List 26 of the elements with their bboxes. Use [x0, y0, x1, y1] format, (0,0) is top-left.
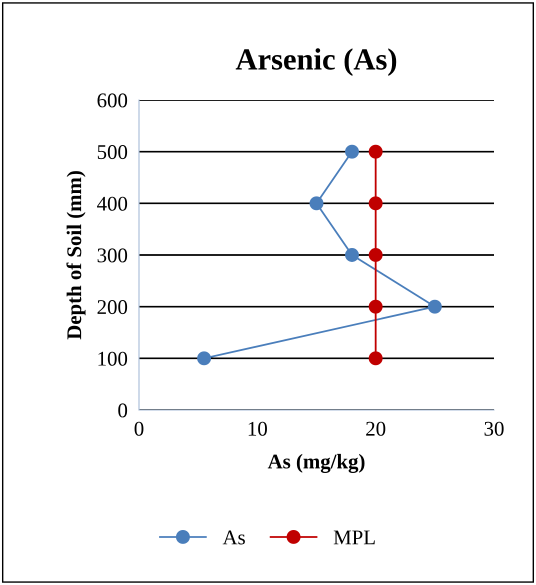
point [368, 351, 383, 366]
point [345, 144, 359, 159]
point [368, 248, 383, 262]
point [368, 196, 383, 210]
x-tick-label: 0 [134, 422, 144, 436]
x-tick-label: 10 [248, 422, 267, 436]
y-tick-label: 400 [97, 196, 128, 211]
y-tick-label: 200 [98, 300, 128, 314]
y-tick-label: 0 [118, 403, 128, 418]
y-tick-label: 100 [98, 352, 128, 366]
y-tick-label: 500 [98, 145, 128, 160]
legend-label: As [222, 530, 245, 544]
point [368, 300, 383, 314]
x-tick-label: 30 [484, 422, 504, 436]
point [368, 144, 383, 159]
point [310, 196, 324, 210]
legend-label: MPL [334, 530, 375, 544]
point [197, 351, 212, 366]
x-tick-label: 20 [366, 422, 386, 436]
chart-title: Arsenic (As) [236, 48, 396, 76]
y-tick-label: 600 [98, 93, 128, 108]
y-tick-label: 300 [98, 248, 128, 262]
point [428, 300, 442, 314]
y-axis-title: Depth of Soil (mm) [66, 171, 86, 340]
x-axis-title: As (mg/kg) [268, 454, 364, 473]
point [345, 248, 359, 262]
